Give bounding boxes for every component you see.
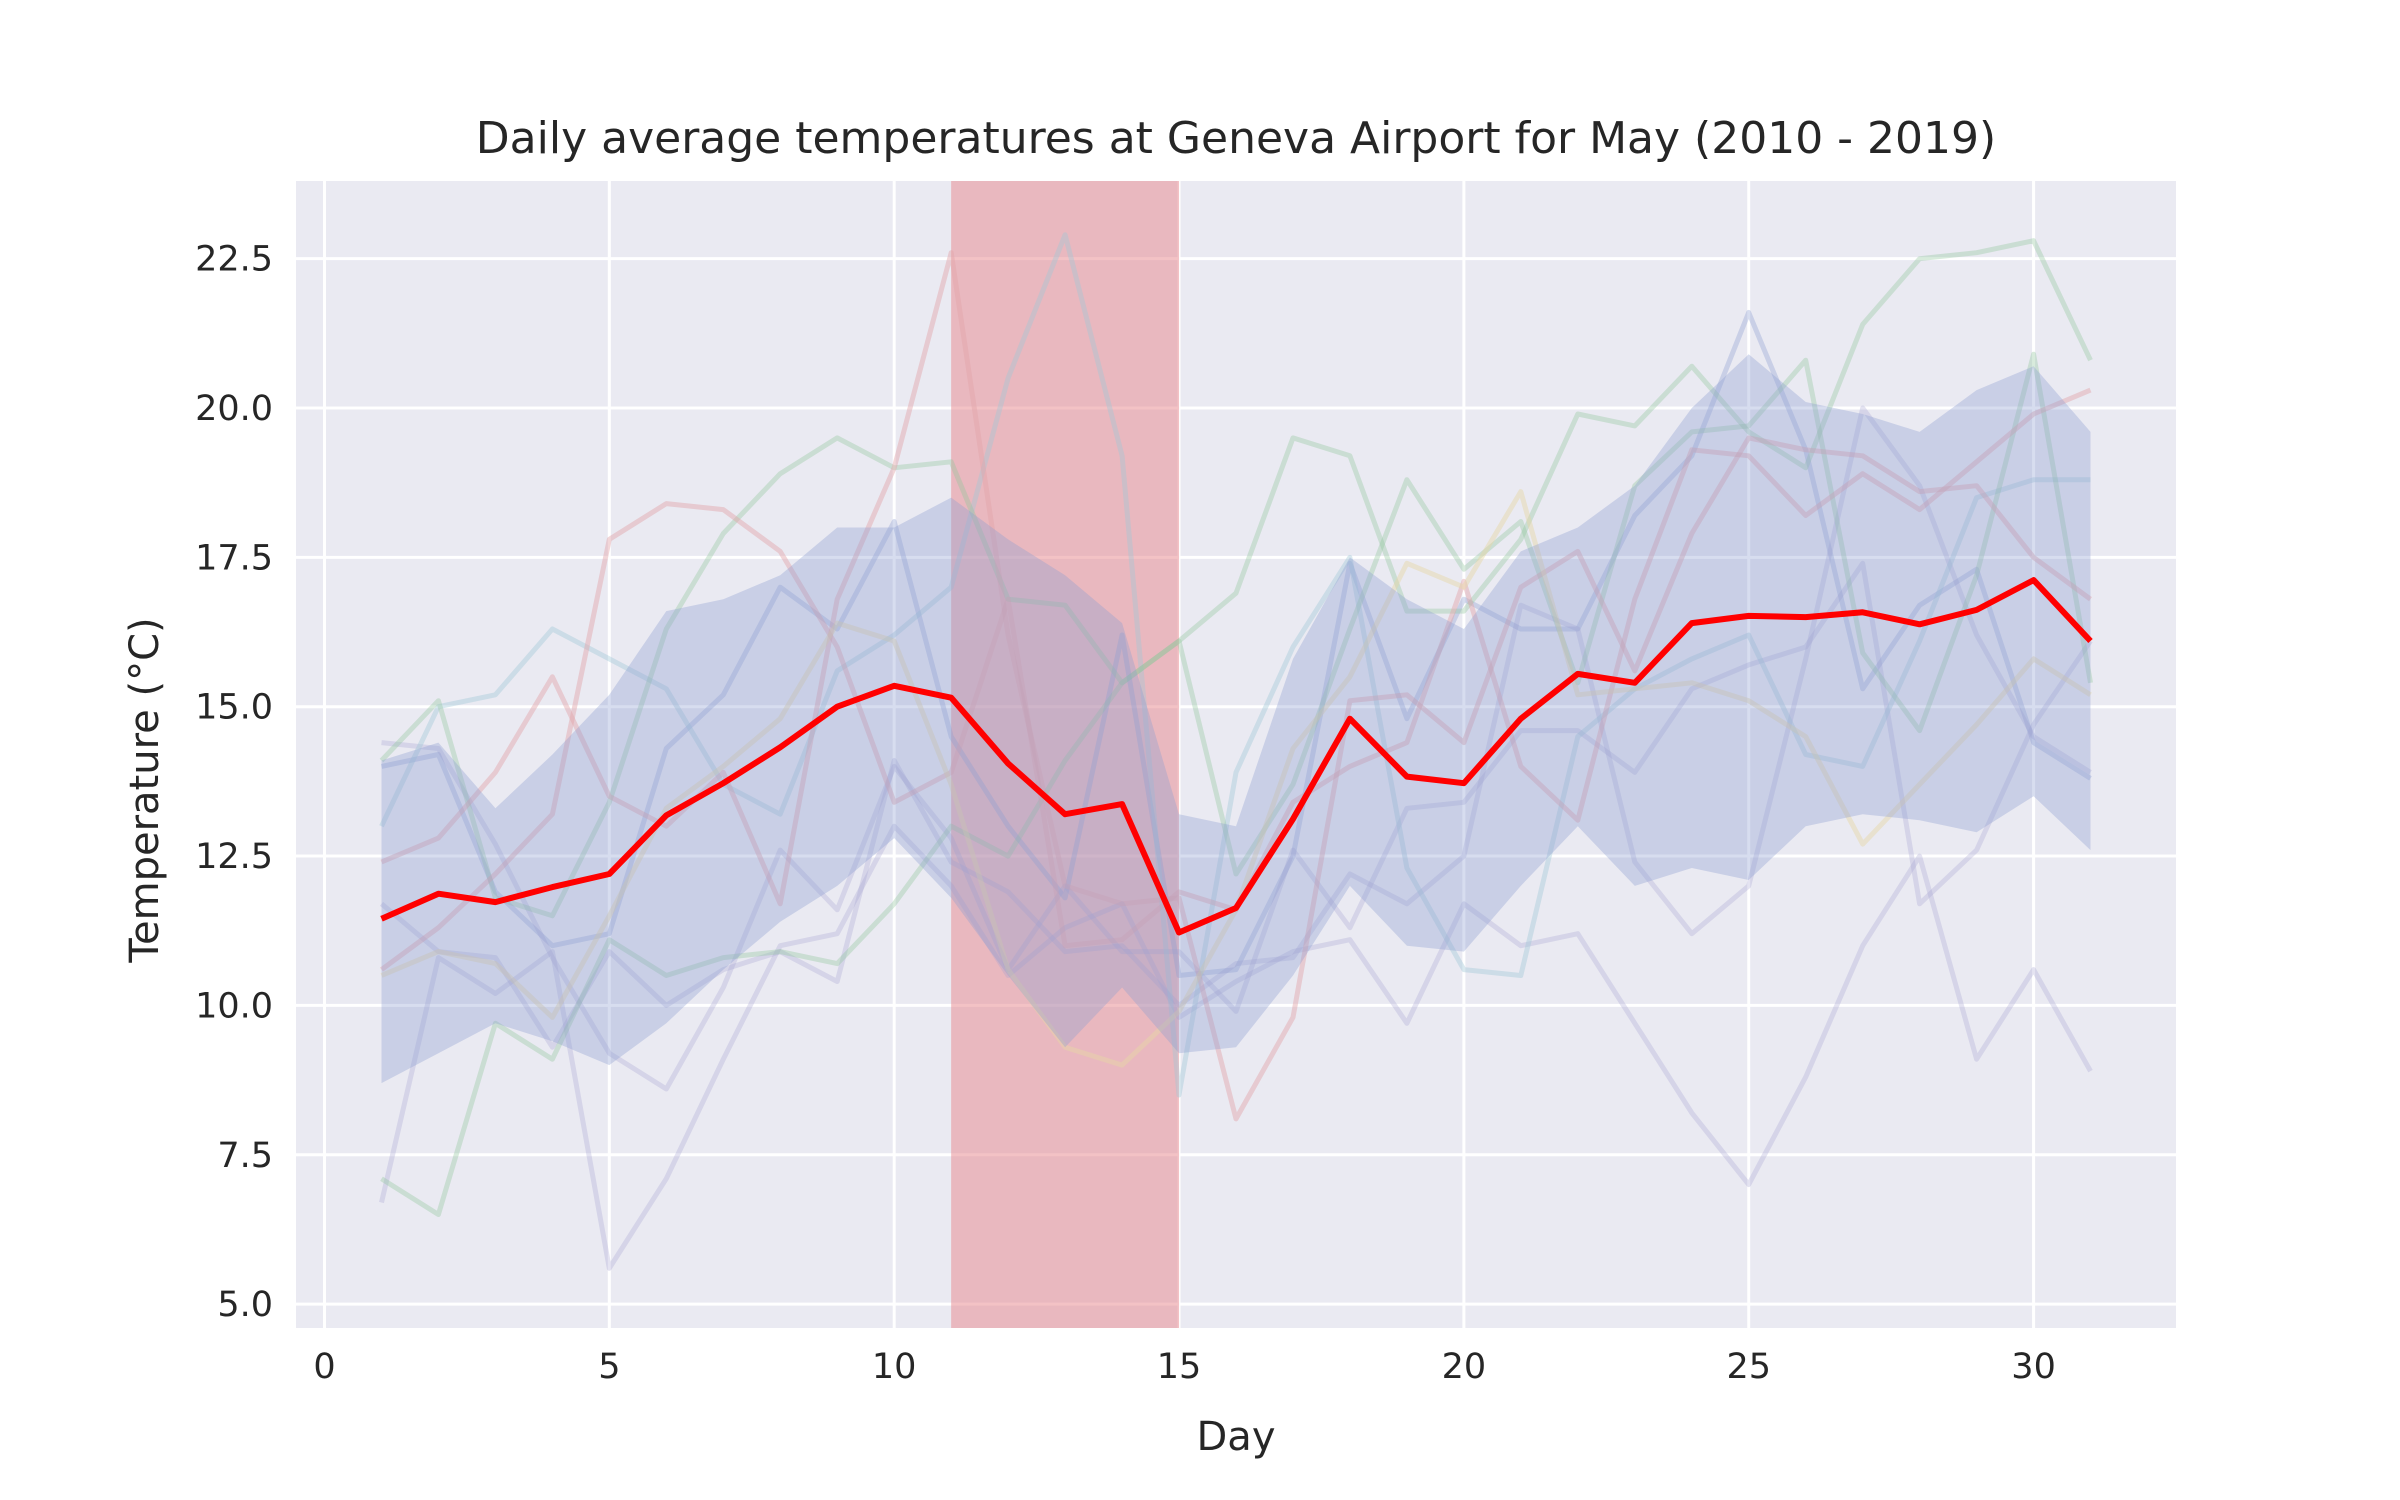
y-tick-label: 5.0 — [217, 1285, 273, 1325]
x-tick-label: 0 — [313, 1347, 335, 1387]
y-tick-label: 15.0 — [195, 688, 273, 728]
mean-line — [380, 577, 2093, 936]
y-tick-label: 20.0 — [195, 389, 273, 429]
grid-lines — [296, 181, 2176, 1328]
year-series-line-3 — [379, 823, 2093, 1271]
year-series-line-4 — [381, 560, 2093, 1092]
x-tick-label: 5 — [598, 1347, 620, 1387]
x-tick-label: 30 — [2011, 1347, 2056, 1387]
mean-line-layer — [380, 577, 2093, 936]
year-series-line-8 — [380, 250, 2092, 1122]
y-tick-label: 7.5 — [217, 1136, 273, 1176]
chart-title: Daily average temperatures at Geneva Air… — [476, 113, 1996, 164]
year-series-line-2 — [379, 405, 2092, 1050]
x-tick-label: 20 — [1442, 1347, 1487, 1387]
tick-labels: 0 5 10 15 20 25 30 5.0 7.5 10.0 12.5 15.0 17.5 20.0 22… — [195, 240, 2056, 1387]
x-axis-label: Day — [1197, 1414, 1276, 1460]
std-band — [381, 354, 2091, 1084]
year-series-line-5 — [379, 232, 2091, 1098]
y-tick-label: 22.5 — [195, 240, 273, 280]
highlight-span-layer — [951, 181, 1180, 1328]
y-tick-label: 10.0 — [195, 986, 273, 1026]
highlight-span — [951, 181, 1180, 1328]
year-series-line-6 — [379, 238, 2093, 919]
x-tick-label: 10 — [872, 1347, 917, 1387]
std-band-layer — [381, 354, 2091, 1084]
x-tick-label: 25 — [1726, 1347, 1771, 1387]
y-tick-label: 17.5 — [195, 538, 273, 578]
year-series-line-7 — [380, 351, 2093, 1217]
year-series-line-1 — [380, 309, 2092, 978]
y-tick-label: 12.5 — [195, 837, 273, 877]
y-axis-label: Temperature (°C) — [122, 617, 168, 963]
x-tick-label: 15 — [1157, 1347, 1202, 1387]
